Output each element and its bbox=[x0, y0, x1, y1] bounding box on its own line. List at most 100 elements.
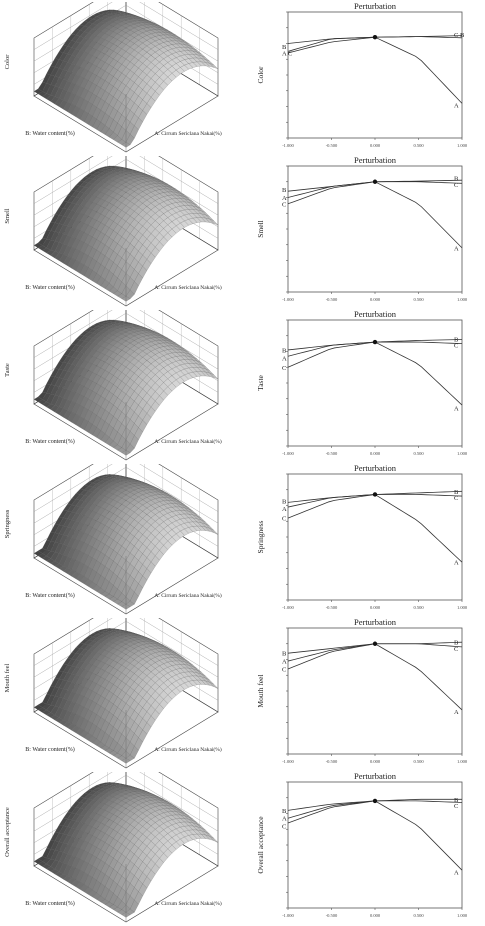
y-axis-label: A: Cirrum Sericlana Nakai(%) bbox=[154, 130, 222, 137]
center-point bbox=[372, 339, 378, 345]
row-smell: Smell B: Water content(%) A: Cirrum Sericl… bbox=[0, 156, 485, 310]
x-tick-label: -0.500 bbox=[326, 297, 338, 302]
x-tick-label: 1.000 bbox=[457, 451, 468, 456]
x-tick-label: -1.000 bbox=[282, 451, 294, 456]
y-axis-label: A: Cirrum Sericlana Nakai(%) bbox=[154, 900, 222, 907]
x-tick-label: 0.500 bbox=[413, 143, 424, 148]
y-axis-label: Springness bbox=[256, 520, 265, 553]
wall-grid-line bbox=[33, 464, 219, 512]
x-tick-label: -1.000 bbox=[282, 605, 294, 610]
wall-grid-line bbox=[33, 310, 219, 358]
series-line-A bbox=[287, 494, 463, 563]
x-tick-label: 1.000 bbox=[457, 913, 468, 918]
wall-grid-line bbox=[33, 2, 219, 50]
x-tick-label: -1.000 bbox=[282, 297, 294, 302]
y-axis-label: A: Cirrum Sericlana Nakai(%) bbox=[154, 284, 222, 291]
x-axis-label: B: Water content(%) bbox=[25, 130, 74, 137]
surface-plot-group: Springness B: Water content(%) A: Cirrum S… bbox=[4, 464, 222, 615]
series-label-right: A bbox=[454, 245, 459, 252]
series-line-A bbox=[287, 341, 463, 406]
series-label-left: B bbox=[282, 808, 287, 815]
center-point bbox=[372, 641, 378, 646]
y-axis-label: A: Cirrum Sericlana Nakai(%) bbox=[154, 592, 222, 599]
series-line-A bbox=[287, 643, 463, 711]
wall-grid-line bbox=[33, 466, 219, 524]
wall-grid-line bbox=[33, 618, 219, 666]
series-label-left: A bbox=[282, 506, 287, 513]
x-tick-label: -0.500 bbox=[326, 451, 338, 456]
surface-plot-overall-acceptance: Overall acceptance B: Water content(%) A: … bbox=[0, 772, 250, 926]
series-label-right: B bbox=[454, 640, 459, 647]
chart-title: Perturbation bbox=[354, 464, 397, 473]
x-axis-label: B: Water content(%) bbox=[25, 746, 74, 753]
x-tick-label: 1.000 bbox=[457, 605, 468, 610]
x-axis-label: B: Water content(%) bbox=[25, 438, 74, 445]
center-point bbox=[372, 179, 378, 184]
series-label-left: B bbox=[282, 651, 287, 658]
perturbation-plot-springness: Perturbation Springness -1.000 -0.500 0.000 0… bbox=[250, 464, 485, 618]
center-point bbox=[372, 798, 378, 804]
wall-grid-line bbox=[33, 156, 219, 204]
series-label-right: B bbox=[454, 175, 459, 182]
x-tick-label: 0.000 bbox=[370, 913, 381, 918]
row-color: Color B: Water content(%) A: Cirrum Sericl… bbox=[0, 2, 485, 156]
wall-grid-line bbox=[33, 774, 219, 832]
series-label-left: A bbox=[282, 195, 287, 202]
x-tick-label: 0.500 bbox=[413, 605, 424, 610]
series-label-right: C bbox=[454, 182, 458, 189]
perturbation-plot-overall-acceptance: Perturbation Overall acceptance -1.000 -0.5… bbox=[250, 772, 485, 926]
row-taste: Taste B: Water content(%) A: Cirrum Sericl… bbox=[0, 310, 485, 464]
series-label-right: A bbox=[454, 406, 459, 413]
x-tick-label: 0.000 bbox=[370, 605, 381, 610]
surface-plot-mouth-feel: Mouth feel B: Water content(%) A: Cirrum S… bbox=[0, 618, 250, 772]
series-line-A bbox=[287, 800, 463, 871]
series-label-right: C bbox=[454, 803, 458, 810]
wall-grid-line bbox=[33, 312, 219, 370]
series-label-right: B bbox=[454, 489, 459, 496]
series-label-left: C bbox=[282, 516, 286, 523]
surface-plot-taste: Taste B: Water content(%) A: Cirrum Sericl… bbox=[0, 310, 250, 464]
z-axis-label: Springness bbox=[4, 509, 11, 538]
row-mouth-feel: Mouth feel B: Water content(%) A: Cirrum S… bbox=[0, 618, 485, 772]
surface-plot-springness: Springness B: Water content(%) A: Cirrum S… bbox=[0, 464, 250, 618]
wall-grid-line bbox=[33, 4, 219, 62]
x-tick-label: 0.000 bbox=[370, 451, 381, 456]
x-tick-label: 0.000 bbox=[370, 143, 381, 148]
chart-title: Perturbation bbox=[354, 310, 397, 319]
series-line-C bbox=[287, 800, 463, 819]
x-tick-label: 0.000 bbox=[370, 297, 381, 302]
perturbation-plot-mouth-feel: Perturbation Mouth feel -1.000 -0.500 0.000 0… bbox=[250, 618, 485, 772]
y-axis-label: Smell bbox=[256, 220, 265, 238]
x-tick-label: 0.500 bbox=[413, 451, 424, 456]
series-label-right: A bbox=[454, 869, 459, 876]
x-tick-label: 1.000 bbox=[457, 143, 468, 148]
plot-frame bbox=[287, 319, 463, 447]
series-label-left: B bbox=[282, 498, 287, 505]
x-tick-label: -0.500 bbox=[326, 913, 338, 918]
y-axis-label: A: Cirrum Sericlana Nakai(%) bbox=[154, 438, 222, 445]
series-label-left: A C bbox=[282, 50, 292, 57]
series-label-right: A bbox=[454, 709, 459, 716]
x-tick-label: 1.000 bbox=[457, 297, 468, 302]
surface-plot-group: Taste B: Water content(%) A: Cirrum Sericl… bbox=[4, 310, 222, 461]
wall-grid-line bbox=[33, 158, 219, 216]
series-line-A bbox=[287, 36, 463, 104]
center-point bbox=[372, 35, 378, 40]
surface-plot-group: Mouth feel B: Water content(%) A: Cirrum S… bbox=[4, 618, 222, 769]
x-tick-label: 1.000 bbox=[457, 759, 468, 764]
x-tick-label: -0.500 bbox=[326, 143, 338, 148]
series-label-left: C bbox=[282, 201, 286, 208]
x-axis-label: B: Water content(%) bbox=[25, 284, 74, 291]
series-label-right: C bbox=[454, 495, 458, 502]
y-axis-label: Overall acceptance bbox=[256, 816, 265, 874]
series-label-left: A bbox=[282, 816, 287, 823]
series-label-right: B bbox=[454, 797, 459, 804]
series-label-left: C bbox=[282, 666, 286, 673]
surface-plot-group: Overall acceptance B: Water content(%) A: … bbox=[4, 772, 222, 923]
x-tick-label: -0.500 bbox=[326, 605, 338, 610]
chart-title: Perturbation bbox=[354, 772, 397, 781]
x-tick-label: -1.000 bbox=[282, 143, 294, 148]
chart-title: Perturbation bbox=[354, 156, 397, 165]
series-label-left: C bbox=[282, 365, 286, 372]
surface-plot-color: Color B: Water content(%) A: Cirrum Sericl… bbox=[0, 2, 250, 156]
